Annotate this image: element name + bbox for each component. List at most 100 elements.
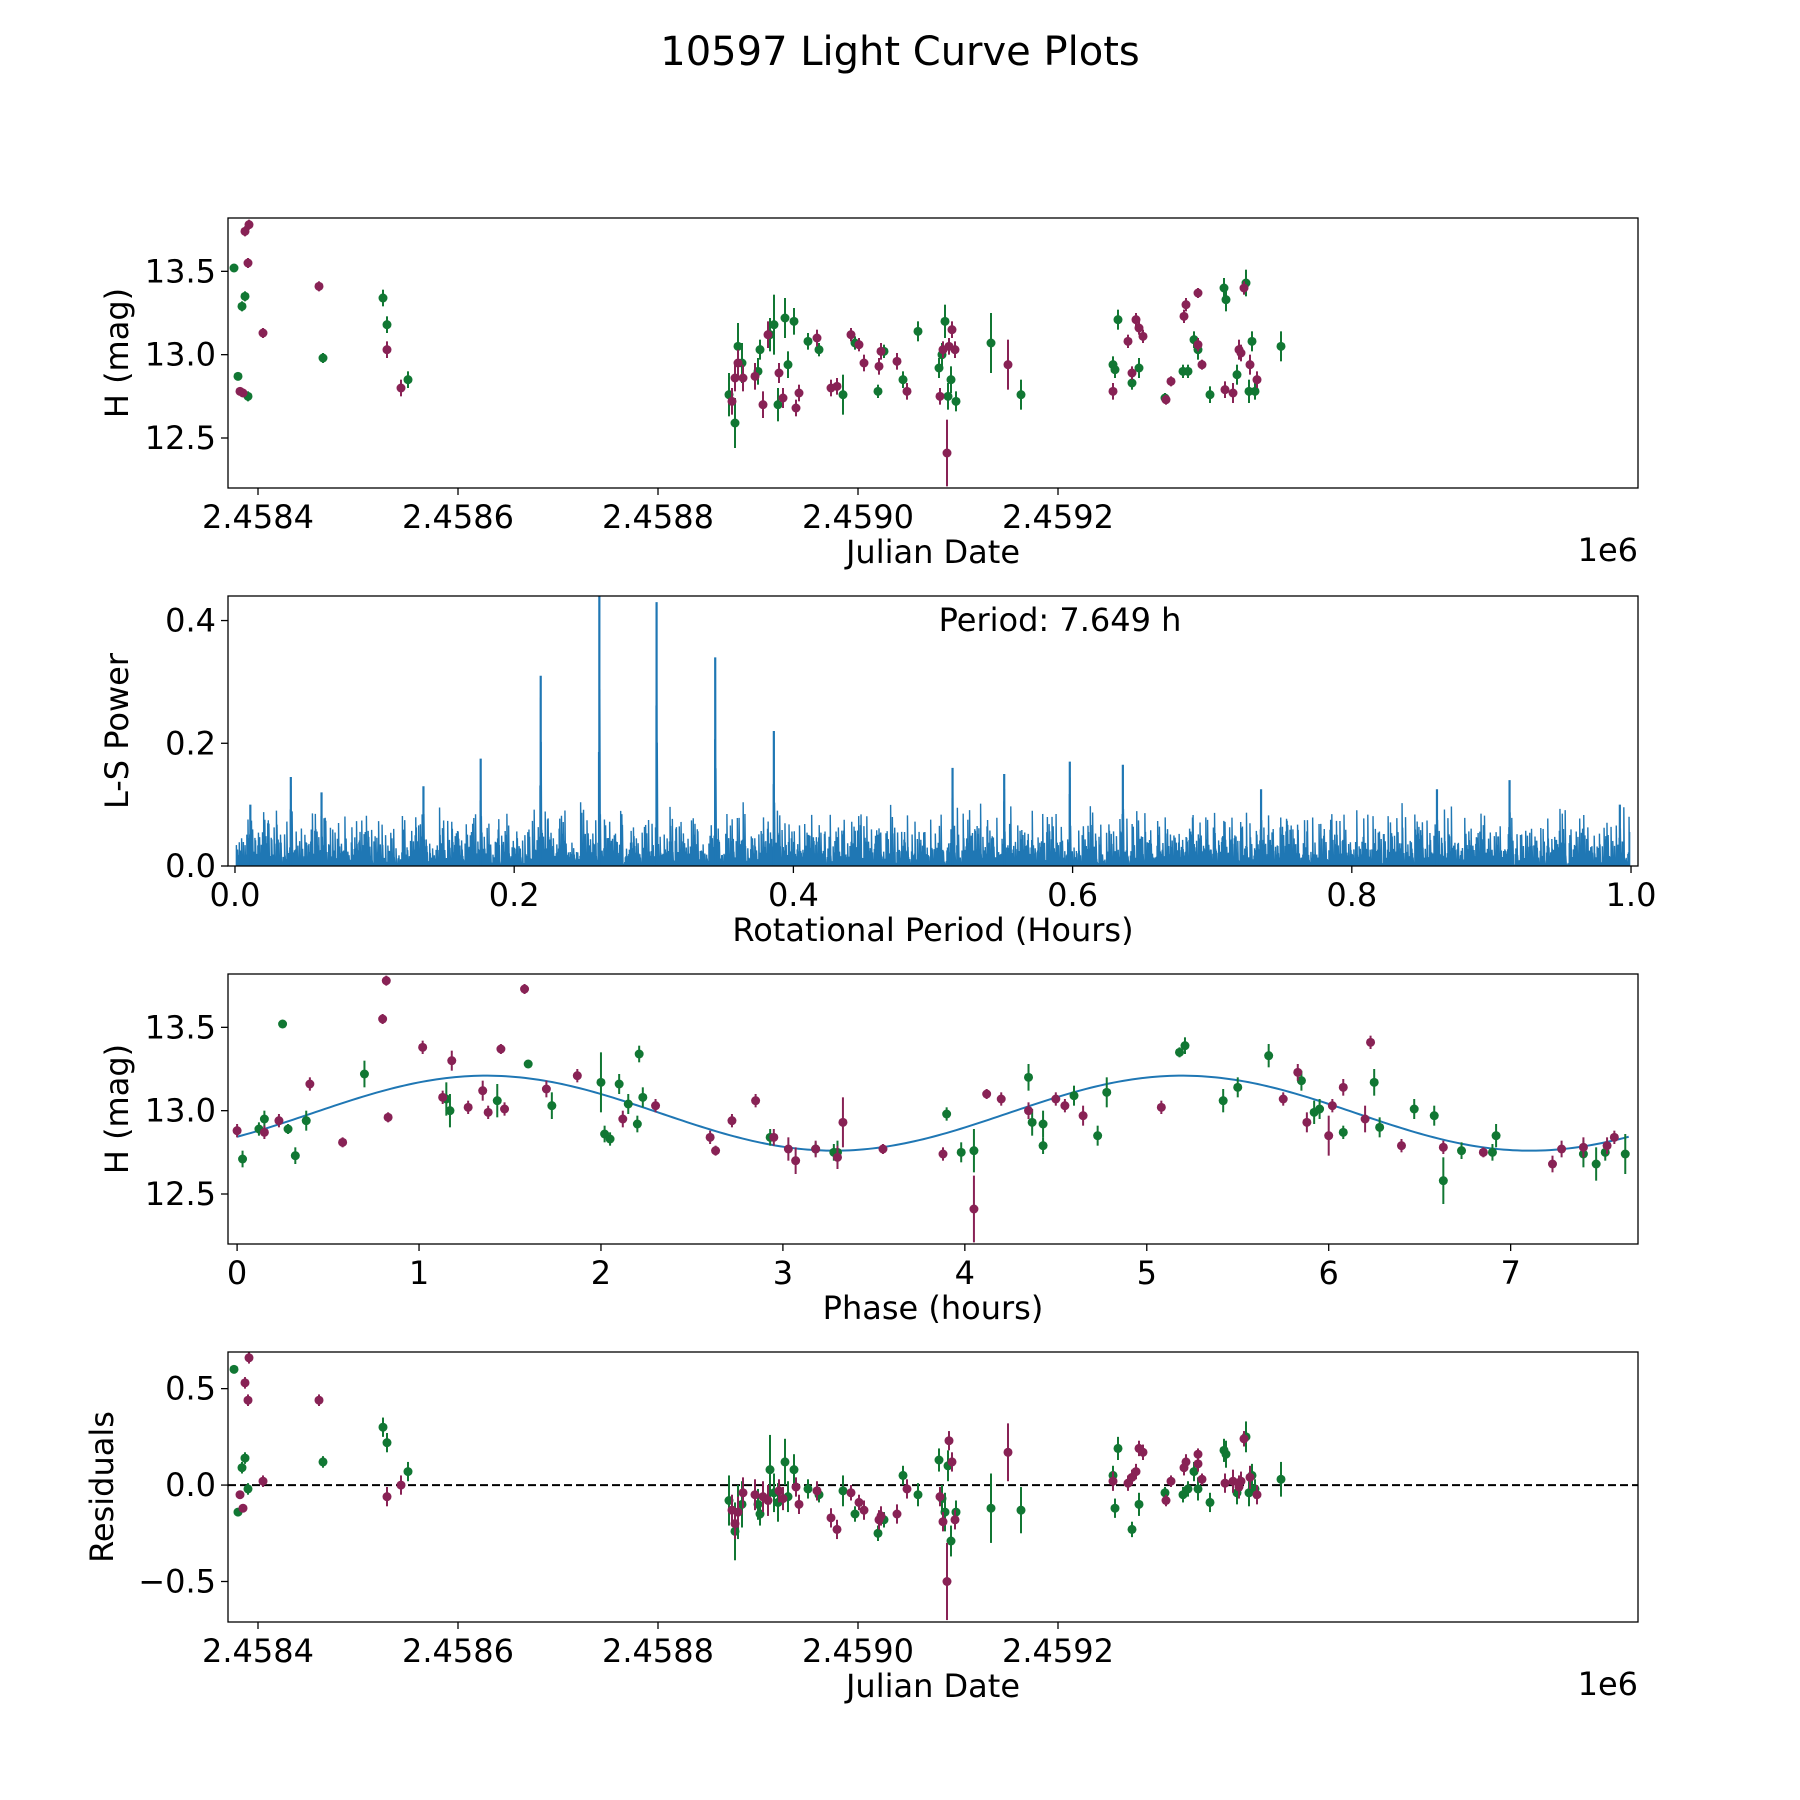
- lightcurve-point-green: [913, 326, 923, 336]
- phasefold-point-magenta: [378, 1014, 388, 1024]
- residuals-offset-label: 1e6: [1578, 1665, 1638, 1703]
- residuals-point-magenta: [314, 1395, 324, 1405]
- lightcurve-frame: [227, 217, 1639, 489]
- phasefold-point-green: [1180, 1041, 1190, 1051]
- phasefold-point-magenta: [500, 1104, 510, 1114]
- lightcurve-point-green: [773, 400, 783, 410]
- lightcurve-point-green: [229, 263, 239, 273]
- residuals-point-magenta: [791, 1482, 801, 1492]
- phasefold-point-green: [623, 1099, 633, 1109]
- residuals-point-magenta: [1245, 1472, 1255, 1482]
- lightcurve-point-magenta: [1245, 360, 1255, 370]
- lightcurve-point-green: [378, 293, 388, 303]
- lightcurve-point-magenta: [812, 333, 822, 343]
- phasefold-point-green: [1375, 1122, 1385, 1132]
- phasefold-point-magenta: [381, 976, 391, 986]
- residuals-point-magenta: [1228, 1476, 1238, 1486]
- phasefold-point-green: [956, 1147, 966, 1157]
- residuals-point-magenta: [733, 1507, 743, 1517]
- lightcurve-point-magenta: [874, 361, 884, 371]
- residuals-point-magenta: [238, 1503, 248, 1513]
- lightcurve-point-magenta: [950, 345, 960, 355]
- phasefold-point-magenta: [811, 1144, 821, 1154]
- period-annotation: Period: 7.649 h: [939, 601, 1182, 639]
- lightcurve-point-green: [1247, 336, 1257, 346]
- residuals-xlabel: Julian Date: [844, 1667, 1020, 1705]
- residuals-point-green: [1016, 1505, 1026, 1515]
- phasefold-point-green: [1491, 1131, 1501, 1141]
- periodogram-ytick-label: 0.0: [165, 847, 216, 885]
- phasefold-point-magenta: [1478, 1147, 1488, 1157]
- lightcurve-point-green: [898, 375, 908, 385]
- residuals-point-magenta: [750, 1490, 760, 1500]
- lightcurve-point-green: [780, 313, 790, 323]
- residuals-point-magenta: [396, 1480, 406, 1490]
- residuals-point-green: [1189, 1467, 1199, 1477]
- phasefold-point-magenta: [1156, 1102, 1166, 1112]
- phasefold-xtick-label: 7: [1500, 1254, 1520, 1292]
- residuals-point-green: [1183, 1484, 1193, 1494]
- periodogram-plot-area: [235, 596, 1631, 866]
- residuals-point-magenta: [876, 1511, 886, 1521]
- phasefold-point-green: [1024, 1072, 1034, 1082]
- periodogram-xtick-label: 0.2: [489, 876, 540, 914]
- phasefold-point-magenta: [769, 1132, 779, 1142]
- residuals-point-magenta: [854, 1497, 864, 1507]
- phasefold-point-magenta: [383, 1112, 393, 1122]
- lightcurve-point-green: [1016, 390, 1026, 400]
- lightcurve-point-magenta: [1127, 368, 1137, 378]
- phasefold-point-magenta: [1060, 1101, 1070, 1111]
- periodogram-ytick-label: 0.2: [165, 724, 216, 762]
- phasefold-point-magenta: [1547, 1159, 1557, 1169]
- lightcurve-point-green: [814, 345, 824, 355]
- residuals-point-magenta: [812, 1486, 822, 1496]
- lightcurve-xtick-label: 2.4588: [602, 498, 714, 536]
- phasefold-point-green: [638, 1092, 648, 1102]
- lightcurve-point-magenta: [1003, 360, 1013, 370]
- residuals-point-magenta: [244, 1353, 254, 1363]
- residuals-point-magenta: [1193, 1459, 1203, 1469]
- lightcurve-point-magenta: [727, 396, 737, 406]
- residuals-point-magenta: [938, 1517, 948, 1527]
- lightcurve-point-green: [240, 291, 250, 301]
- phasefold-point-magenta: [1278, 1094, 1288, 1104]
- phasefold-point-green: [942, 1109, 952, 1119]
- lightcurve-point-magenta: [763, 330, 773, 340]
- phasefold-xtick-label: 3: [773, 1254, 793, 1292]
- lightcurve-point-magenta: [778, 393, 788, 403]
- residuals-point-magenta: [382, 1492, 392, 1502]
- lightcurve-point-green: [755, 345, 765, 355]
- phasefold-point-magenta: [338, 1137, 348, 1147]
- residuals-point-magenta: [1197, 1474, 1207, 1484]
- residuals-xtick-label: 2.4592: [1002, 1632, 1114, 1670]
- phasefold-point-green: [1038, 1141, 1048, 1151]
- phasefold-xtick-label: 6: [1319, 1254, 1339, 1292]
- lightcurve-point-green: [838, 390, 848, 400]
- phasefold-point-magenta: [438, 1092, 448, 1102]
- residuals-ticks: 2.4584 2.4586 2.4588 2.4590 2.4592 −0.5 0.0 0.5: [138, 1370, 1114, 1670]
- lightcurve-point-green: [1232, 370, 1242, 380]
- residuals-point-green: [838, 1486, 848, 1496]
- residuals-point-green: [378, 1422, 388, 1432]
- phasefold-xtick-label: 2: [591, 1254, 611, 1292]
- lightcurve-ylabel: H (mag): [98, 288, 136, 418]
- lightcurve-point-green: [1276, 341, 1286, 351]
- residuals-point-green: [780, 1457, 790, 1467]
- residuals-ylabel: Residuals: [83, 1411, 121, 1563]
- residuals-point-magenta: [935, 1492, 945, 1502]
- phasefold-point-magenta: [982, 1089, 992, 1099]
- lightcurve-point-green: [1250, 386, 1260, 396]
- lightcurve-point-green: [1110, 365, 1120, 375]
- phasefold-point-green: [1369, 1077, 1379, 1087]
- residuals-point-magenta: [1138, 1447, 1148, 1457]
- phasefold-point-magenta: [1327, 1101, 1337, 1111]
- residuals-xtick-label: 2.4590: [802, 1632, 914, 1670]
- residuals-point-magenta: [794, 1499, 804, 1509]
- phasefold-point-magenta: [447, 1056, 457, 1066]
- residuals-point-magenta: [1108, 1476, 1118, 1486]
- residuals-point-green: [237, 1463, 247, 1473]
- phasefold-point-magenta: [705, 1132, 715, 1142]
- phasefold-model-curve: [236, 1074, 1629, 1152]
- lightcurve-point-magenta: [846, 330, 856, 340]
